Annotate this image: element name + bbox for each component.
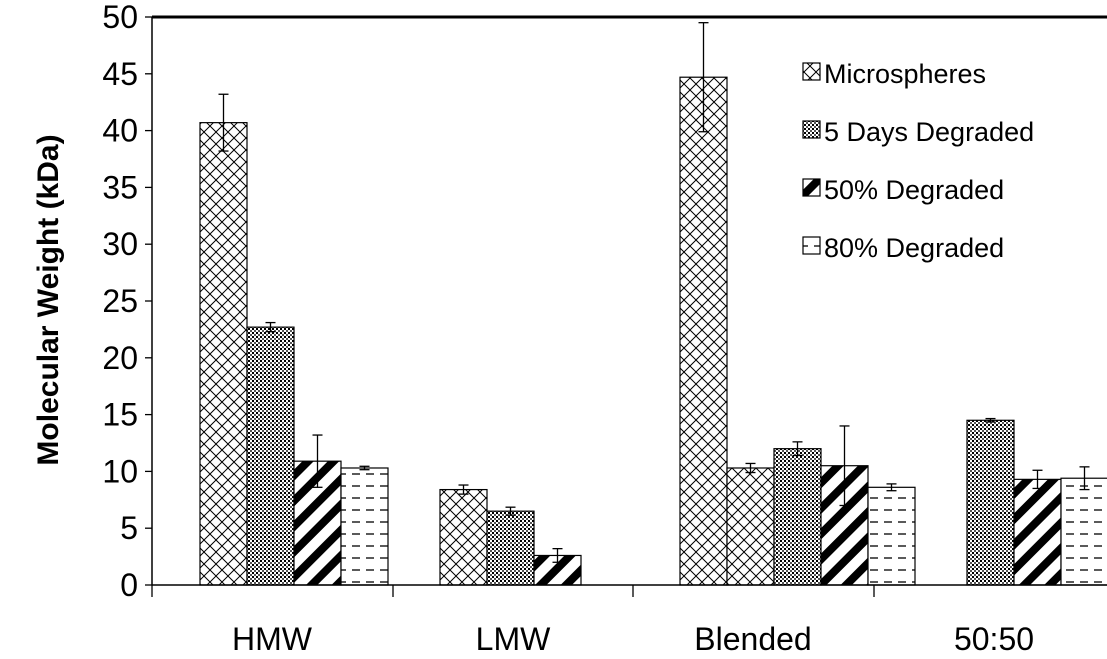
y-tick-label: 15 <box>102 397 138 433</box>
y-tick-label: 50 <box>102 0 138 35</box>
y-tick-label: 40 <box>102 113 138 149</box>
x-category-label: 50:50 <box>954 621 1034 657</box>
error-bars-layer <box>218 22 1090 563</box>
y-tick-label: 10 <box>102 453 138 489</box>
y-tick-label: 0 <box>120 567 138 603</box>
y-tick-label: 5 <box>120 510 138 546</box>
y-tick-label: 25 <box>102 283 138 319</box>
bar-blended-80-degraded <box>867 486 916 586</box>
bar-blended-5-days-degraded <box>773 448 822 586</box>
legend-label: 5 Days Degraded <box>824 117 1034 147</box>
legend: Microspheres 5 Days Degraded 50% Degraded 8… <box>802 59 1034 263</box>
x-category-label: Blended <box>694 621 811 657</box>
bar-hmw-80-degraded <box>340 467 389 586</box>
x-category-label: HMW <box>232 621 313 657</box>
y-tick-label: 30 <box>102 226 138 262</box>
x-categories-layer: HMW LMW Blended 50:50 <box>232 621 1034 657</box>
legend-swatch <box>802 120 821 139</box>
bars-layer <box>199 76 1107 586</box>
bar-50-50-80-degraded <box>1060 477 1107 586</box>
y-ticks-layer: 0 5 10 15 20 25 30 35 40 45 50 <box>102 0 152 603</box>
legend-label: 80% Degraded <box>824 233 1004 263</box>
y-tick-label: 35 <box>102 169 138 205</box>
legend-swatch <box>802 236 821 255</box>
bar-lmw-microspheres <box>439 488 488 586</box>
y-axis-label: Molecular Weight (kDa) <box>32 134 65 465</box>
bar-hmw-5-days-degraded <box>246 326 295 586</box>
bar-lmw-5-days-degraded <box>486 510 535 586</box>
bar-hmw-microspheres <box>199 122 248 586</box>
legend-label: 50% Degraded <box>824 175 1004 205</box>
bar-blended-microspheres <box>679 76 728 586</box>
x-category-label: LMW <box>476 621 551 657</box>
bar-50-50-50-degraded <box>1013 478 1062 586</box>
y-tick-label: 45 <box>102 56 138 92</box>
bar-blended-extra <box>726 467 775 586</box>
legend-swatch <box>802 178 821 197</box>
bar-50-50-5-days-degraded <box>966 419 1015 586</box>
legend-label: Microspheres <box>824 59 986 89</box>
legend-swatch <box>802 62 821 81</box>
y-tick-label: 20 <box>102 340 138 376</box>
